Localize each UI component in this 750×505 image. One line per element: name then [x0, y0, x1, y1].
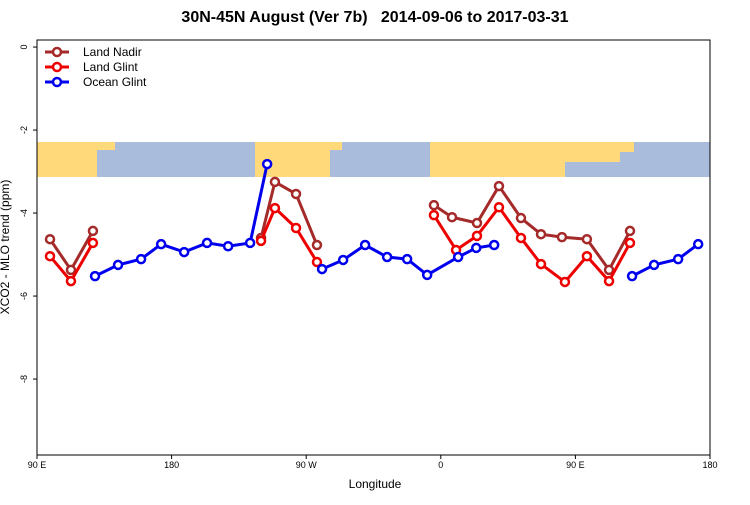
data-point	[44, 233, 56, 245]
data-point	[428, 209, 440, 221]
legend-label: Ocean Glint	[83, 75, 147, 89]
data-point	[381, 251, 393, 263]
data-point	[269, 176, 281, 188]
data-point	[559, 276, 571, 288]
data-point	[244, 237, 256, 249]
data-point	[446, 211, 458, 223]
legend-label: Land Glint	[83, 60, 138, 74]
data-point	[493, 180, 505, 192]
y-tick-label: -6	[19, 292, 29, 300]
data-point	[672, 253, 684, 265]
data-point	[421, 269, 433, 281]
x-tick-label: 90 W	[296, 460, 318, 470]
data-point	[471, 217, 483, 229]
y-tick-label: 0	[19, 45, 29, 50]
data-point	[337, 254, 349, 266]
legend-marker	[51, 61, 63, 73]
x-tick-label: 180	[702, 460, 717, 470]
y-tick-label: -4	[19, 209, 29, 217]
data-point	[89, 270, 101, 282]
series-line	[94, 163, 700, 278]
data-point	[155, 238, 167, 250]
series-line	[48, 204, 632, 284]
data-point	[311, 239, 323, 251]
data-point	[87, 225, 99, 237]
data-point	[603, 275, 615, 287]
data-point	[65, 264, 77, 276]
legend-label: Land Nadir	[83, 45, 142, 59]
data-point	[201, 237, 213, 249]
x-axis-label: Longitude	[349, 477, 402, 491]
data-point	[290, 222, 302, 234]
plot-frame	[36, 39, 711, 456]
data-point	[626, 270, 638, 282]
data-point	[112, 259, 124, 271]
y-tick-label: -8	[19, 375, 29, 383]
legend-marker	[51, 46, 63, 58]
data-point	[269, 202, 281, 214]
data-point	[311, 256, 323, 268]
map-strip	[37, 142, 710, 177]
data-point	[428, 199, 440, 211]
data-point	[401, 253, 413, 265]
data-point	[581, 233, 593, 245]
data-point	[87, 237, 99, 249]
data-point	[65, 275, 77, 287]
data-point	[603, 264, 615, 276]
chart-title: 30N-45N August (Ver 7b) 2014-09-06 to 20…	[181, 9, 568, 26]
data-point	[648, 259, 660, 271]
data-point	[316, 263, 328, 275]
data-point	[515, 232, 527, 244]
data-point	[556, 231, 568, 243]
data-point	[471, 230, 483, 242]
data-point	[581, 250, 593, 262]
y-axis-label: XCO2 - MLO trend (ppm)	[0, 180, 12, 315]
data-point	[452, 251, 464, 263]
y-tick-label: -2	[19, 126, 29, 134]
data-point	[535, 258, 547, 270]
data-point	[44, 250, 56, 262]
data-point	[222, 241, 234, 252]
legend-marker	[51, 76, 63, 88]
data-point	[261, 158, 273, 170]
data-point	[359, 239, 371, 251]
data-point	[135, 253, 147, 265]
data-point	[290, 188, 302, 200]
data-point	[624, 237, 636, 249]
data-point	[535, 228, 547, 240]
data-point	[470, 242, 482, 254]
x-tick-label: 0	[438, 460, 443, 470]
data-point	[178, 246, 190, 258]
x-tick-label: 90 E	[566, 460, 585, 470]
x-tick-label: 180	[164, 460, 179, 470]
data-point	[493, 201, 505, 213]
data-point	[692, 238, 704, 250]
data-point	[515, 212, 527, 224]
data-point	[255, 235, 267, 247]
x-tick-label: 90 E	[28, 460, 47, 470]
data-point	[624, 225, 636, 237]
data-point	[488, 239, 500, 251]
